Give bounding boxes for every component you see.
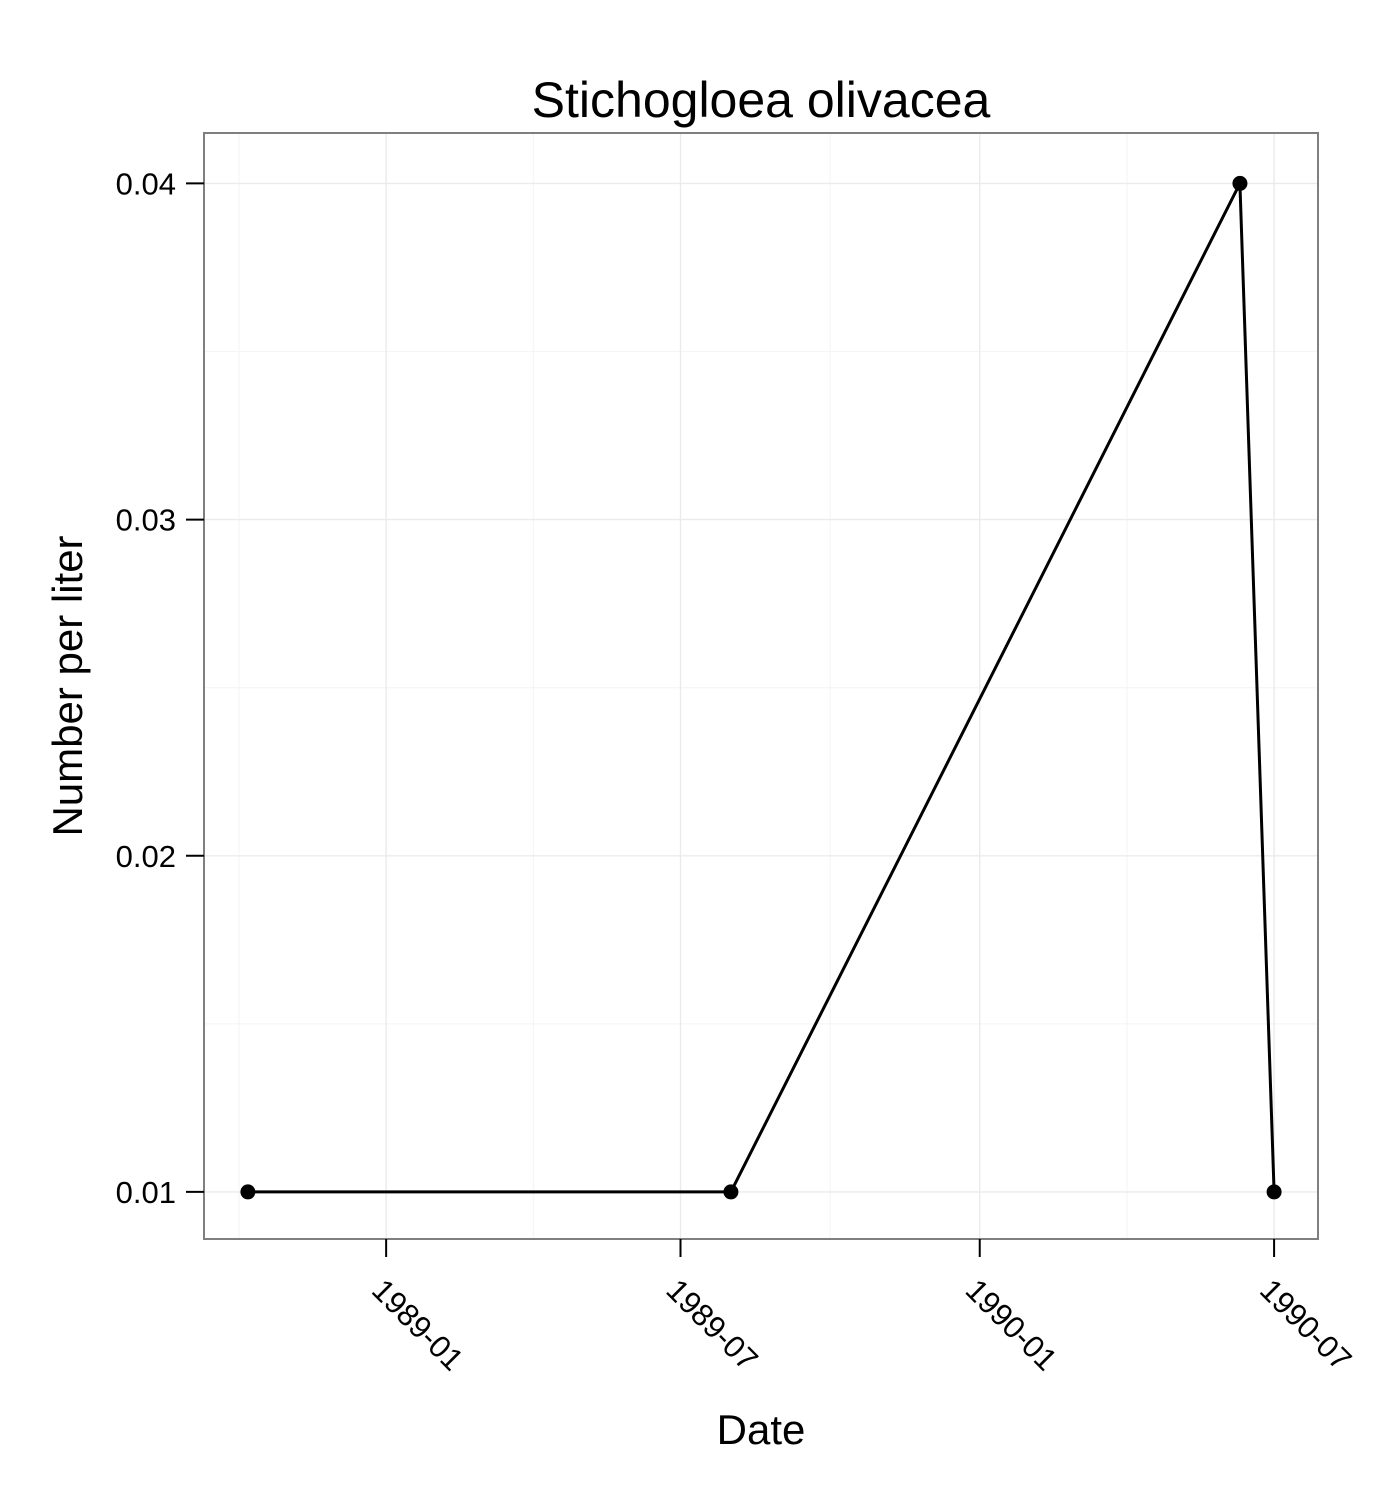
x-tick-label: 1990-01 bbox=[959, 1272, 1064, 1377]
data-point bbox=[1266, 1184, 1282, 1200]
y-tick-label: 0.01 bbox=[116, 1175, 176, 1210]
data-point bbox=[240, 1184, 256, 1200]
y-tick-label: 0.03 bbox=[116, 503, 176, 538]
y-axis-title: Number per liter bbox=[44, 535, 91, 836]
data-point bbox=[723, 1184, 739, 1200]
x-tick-label: 1989-01 bbox=[365, 1272, 470, 1377]
plot-panel-border bbox=[203, 132, 1319, 1240]
major-grid bbox=[204, 133, 1318, 1239]
x-tick-label: 1990-07 bbox=[1253, 1272, 1358, 1377]
x-axis: 1989-01 1989-07 1990-01 1990-07 bbox=[365, 1239, 1358, 1377]
y-tick-label: 0.02 bbox=[116, 839, 176, 874]
minor-grid bbox=[204, 133, 1318, 1239]
y-axis: 0.01 0.02 0.03 0.04 bbox=[116, 166, 204, 1210]
x-axis-title: Date bbox=[717, 1406, 806, 1453]
data-point bbox=[1232, 175, 1248, 191]
chart-title: Stichogloea olivacea bbox=[532, 72, 991, 128]
y-tick-label: 0.04 bbox=[116, 166, 176, 201]
x-tick-label: 1989-07 bbox=[660, 1272, 765, 1377]
series-line bbox=[247, 181, 1276, 1194]
series-layer bbox=[240, 175, 1282, 1200]
